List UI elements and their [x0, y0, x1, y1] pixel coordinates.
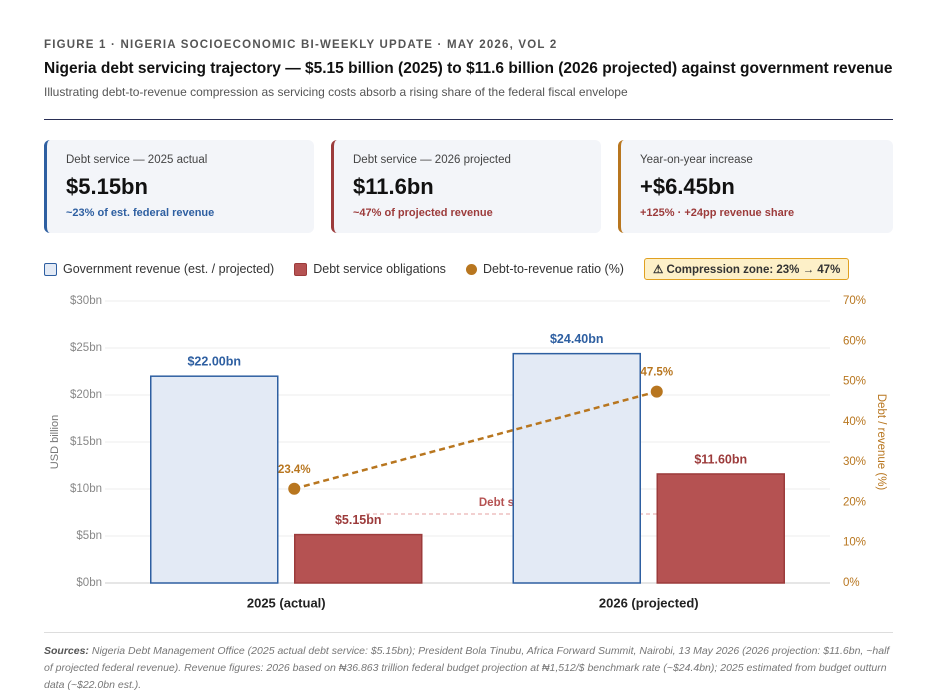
x-tick-label: 2025 (actual): [247, 595, 326, 610]
legend-item: Debt-to-revenue ratio (%): [465, 262, 624, 276]
badge: ⚠ Compression zone: 23% → 47%: [643, 258, 850, 280]
y-tick-label: $5bn: [76, 530, 102, 542]
ratio-point: [650, 385, 663, 398]
bar: [512, 352, 641, 584]
card-label: Debt service — 2025 actual: [66, 154, 208, 166]
sources-label: Sources:: [44, 645, 89, 657]
subtitle: Illustrating debt-to-revenue compression…: [44, 85, 628, 99]
x-tick-label: 2026 (projected): [599, 595, 699, 610]
divider: [44, 119, 893, 120]
y2-axis-label: Debt / revenue (%): [875, 394, 887, 491]
y-tick-label: $0bn: [76, 577, 102, 589]
stat-card: Debt service — 2025 actual $5.15bn ~23% …: [44, 140, 314, 233]
card-label: Year-on-year increase: [640, 154, 753, 166]
divider: [44, 632, 893, 633]
sources-text: Nigeria Debt Management Office (2025 act…: [44, 645, 890, 691]
y2-tick-label: 10%: [843, 537, 866, 549]
title: Nigeria debt servicing trajectory — $5.1…: [44, 60, 893, 77]
card-note: ~47% of projected revenue: [353, 207, 493, 219]
ratio-line: [293, 390, 658, 490]
y2-tick-label: 60%: [843, 335, 866, 347]
kicker: FIGURE 1 · NIGERIA SOCIOECONOMIC BI-WEEK…: [44, 39, 558, 51]
card-note: ~23% of est. federal revenue: [66, 207, 215, 219]
stat-card: Year-on-year increase +$6.45bn +125% · +…: [618, 140, 893, 233]
legend-swatch: [294, 262, 308, 276]
legend-swatch: [465, 263, 477, 275]
card-label: Debt service — 2026 projected: [353, 154, 511, 166]
bar: [294, 533, 423, 584]
value-label: $5.15bn: [335, 513, 382, 527]
card-note: +125% · +24pp revenue share: [640, 207, 795, 219]
bar: [150, 375, 279, 584]
value-label: $11.60bn: [694, 452, 747, 466]
y-tick-label: $20bn: [70, 389, 102, 401]
legend-label: Debt-to-revenue ratio (%): [482, 262, 624, 276]
legend-item: Government revenue (est. / projected): [44, 262, 274, 276]
bar: [656, 473, 785, 584]
card-value: +$6.45bn: [640, 174, 735, 199]
legend-label: Debt service obligations: [313, 262, 446, 276]
card-value: $11.6bn: [353, 174, 434, 199]
y2-tick-label: 20%: [843, 496, 866, 508]
y2-tick-label: 50%: [843, 376, 866, 388]
y2-tick-label: 30%: [843, 456, 866, 468]
stat-card: Debt service — 2026 projected $11.6bn ~4…: [331, 140, 601, 233]
y2-tick-label: 40%: [843, 416, 866, 428]
legend-swatch: [44, 262, 57, 276]
y-tick-label: $10bn: [70, 483, 102, 495]
value-label: 47.5%: [640, 367, 673, 379]
value-label: $22.00bn: [187, 354, 241, 368]
y2-tick-label: 70%: [843, 295, 866, 307]
ratio-point: [288, 482, 301, 495]
y-tick-label: $25bn: [70, 342, 102, 354]
legend-item: Debt service obligations: [294, 262, 446, 276]
sources: Sources: Nigeria Debt Management Office …: [44, 643, 894, 694]
y2-tick-label: 0%: [843, 577, 860, 589]
value-label: 23.4%: [278, 464, 311, 476]
legend: Government revenue (est. / projected) De…: [44, 258, 850, 280]
y-tick-label: $30bn: [70, 295, 102, 307]
legend-label: Government revenue (est. / projected): [63, 262, 275, 276]
value-label: $24.40bn: [550, 332, 604, 346]
card-value: $5.15bn: [66, 174, 148, 199]
y-axis-label: USD billion: [49, 415, 61, 469]
y-tick-label: $15bn: [70, 436, 102, 448]
